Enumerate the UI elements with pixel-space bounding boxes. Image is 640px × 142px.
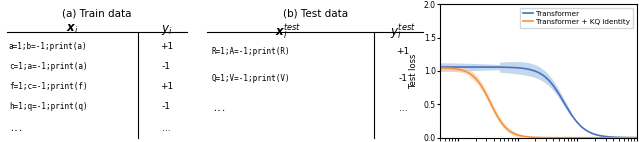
- Text: $\boldsymbol{x}_i$: $\boldsymbol{x}_i$: [67, 23, 79, 36]
- Text: Q=1;V=-1;print(V): Q=1;V=-1;print(V): [212, 74, 291, 83]
- Legend: Transformer, Transformer + KQ identity: Transformer, Transformer + KQ identity: [520, 8, 633, 28]
- Text: -1: -1: [162, 102, 171, 111]
- Line: Transformer: Transformer: [440, 67, 637, 138]
- Transformer + KQ identity: [602, 137, 610, 139]
- Text: +1: +1: [159, 82, 173, 91]
- Text: (a) Train data: (a) Train data: [62, 8, 132, 18]
- Text: a=1;b=-1;print(a): a=1;b=-1;print(a): [9, 42, 88, 51]
- Transformer + KQ identity: [614, 137, 622, 139]
- Text: (b) Test data: (b) Test data: [283, 8, 348, 18]
- Transformer: [554, 90, 561, 92]
- Text: ...: ...: [162, 124, 171, 133]
- Text: R=1;A=-1;print(R): R=1;A=-1;print(R): [212, 47, 291, 56]
- Text: +1: +1: [396, 47, 410, 56]
- Text: -1: -1: [162, 62, 171, 71]
- Text: -1: -1: [399, 74, 408, 83]
- Transformer + KQ identity: [436, 67, 444, 69]
- Text: f=1;c=-1;print(f): f=1;c=-1;print(f): [9, 82, 88, 91]
- Y-axis label: Test loss: Test loss: [409, 53, 418, 89]
- Transformer + KQ identity: [553, 137, 561, 139]
- Transformer: [553, 89, 561, 91]
- Transformer: [436, 66, 444, 68]
- Text: ...: ...: [399, 104, 407, 113]
- Text: $\boldsymbol{x}_i^{test}$: $\boldsymbol{x}_i^{test}$: [275, 23, 301, 42]
- Transformer: [633, 137, 640, 139]
- Text: h=1;q=-1;print(q): h=1;q=-1;print(q): [9, 102, 88, 111]
- Transformer + KQ identity: [436, 67, 444, 69]
- Transformer + KQ identity: [554, 137, 561, 139]
- Transformer: [614, 136, 622, 138]
- Text: $y_i^{test}$: $y_i^{test}$: [390, 23, 416, 42]
- Text: ...: ...: [212, 104, 226, 113]
- Text: ...: ...: [9, 124, 22, 133]
- Text: c=1;a=-1;print(a): c=1;a=-1;print(a): [9, 62, 88, 71]
- Transformer: [557, 96, 564, 97]
- Line: Transformer + KQ identity: Transformer + KQ identity: [440, 68, 637, 138]
- Transformer: [602, 136, 610, 137]
- Transformer + KQ identity: [633, 137, 640, 139]
- Text: $y_i$: $y_i$: [161, 23, 172, 37]
- Transformer: [436, 66, 444, 68]
- Text: +1: +1: [159, 42, 173, 51]
- Transformer + KQ identity: [557, 137, 564, 139]
